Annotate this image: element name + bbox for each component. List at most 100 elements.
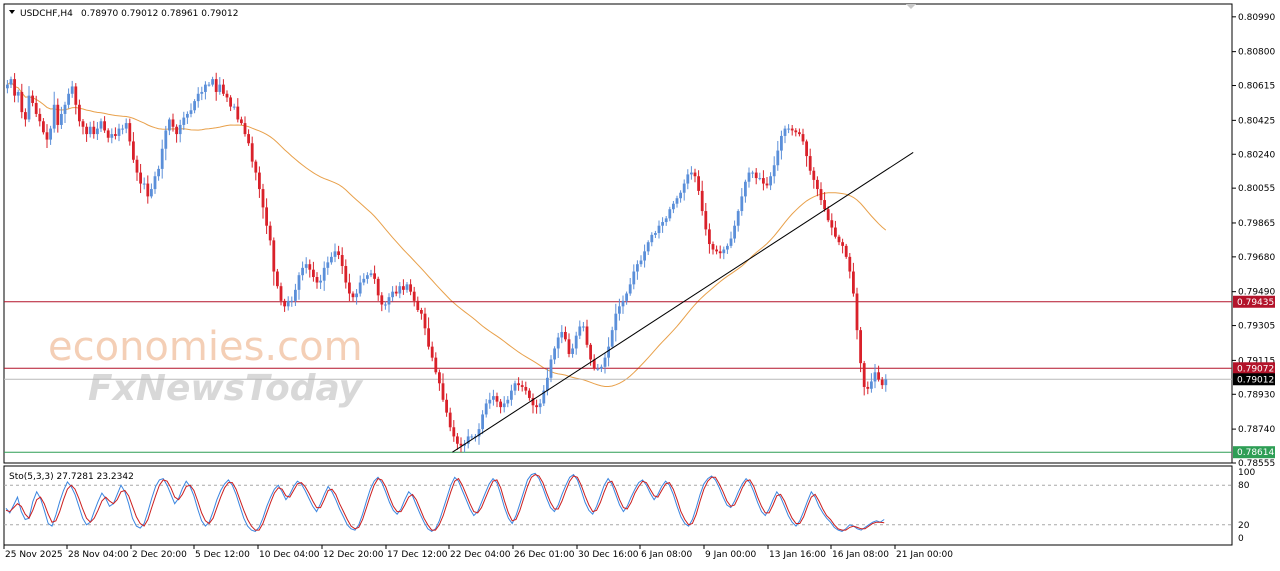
candle [427,328,430,347]
chart-shift-icon[interactable] [906,4,916,9]
candle [445,399,448,413]
candle [794,130,798,133]
candle [121,128,124,130]
candle [585,326,589,345]
candle [686,174,690,184]
candle [117,128,121,136]
candle [384,304,387,306]
candle [830,220,834,228]
candle [844,245,848,257]
candle [628,284,632,294]
candle [528,390,531,398]
candle [409,284,412,292]
price-panel[interactable] [3,3,1233,464]
candle [24,112,27,120]
candle [31,95,34,103]
candle [373,273,376,279]
ascending-trendline[interactable] [452,152,914,453]
candle [690,172,693,175]
y-tick-label: 0.80425 [1238,116,1275,126]
candle [92,126,96,135]
candle [852,271,855,294]
candle [358,282,362,294]
candle [772,165,776,177]
candle [762,178,765,184]
candle [715,249,718,252]
x-tick-label: 2 Dec 20:00 [132,550,187,560]
candle [661,222,664,226]
candle [880,379,884,386]
candle [672,203,675,210]
price-label-support: 0.78614 [1237,448,1274,458]
candle [657,225,661,234]
candle [610,330,614,347]
price-label-box-resistance [1233,362,1275,375]
symbol-menu-icon[interactable] [9,10,15,14]
x-tick-label: 10 Dec 04:00 [259,550,320,560]
y-tick-label: 0.78740 [1238,425,1275,435]
candle [434,357,438,373]
price-label-box-current [1233,373,1275,386]
y-tick-label: 0.78930 [1238,390,1275,400]
candle [70,86,74,94]
candle [416,300,420,310]
stoch-level-label: 0 [1238,534,1244,544]
candle [286,300,290,307]
candle [348,282,351,294]
candle [171,119,175,127]
fxnewstoday-watermark: FxNewsToday [88,368,364,409]
candle [344,266,348,283]
x-tick-label: 6 Jan 08:00 [641,550,693,560]
candle [351,293,355,298]
candle [664,218,668,223]
candle [823,200,826,210]
candle [826,209,830,221]
candle [56,104,60,125]
x-tick-label: 30 Dec 16:00 [578,550,639,560]
candle [625,293,628,301]
candle [243,123,247,135]
candle [52,104,56,129]
stochastic-panel[interactable] [3,465,1233,546]
candle [870,381,873,389]
candle [16,91,20,96]
candle [412,291,416,301]
candle [103,121,106,131]
candle [279,286,283,301]
candle [294,289,297,301]
candle [787,128,790,130]
candle [405,284,409,290]
candle [441,383,445,400]
candle [722,249,726,254]
candle [326,262,330,268]
candle [207,84,211,86]
candle [571,348,574,354]
candle [222,84,225,94]
candle [506,399,510,404]
candle [589,344,592,360]
candle [153,176,157,190]
candle [549,359,553,378]
x-tick-label: 16 Jan 08:00 [832,550,889,560]
candle [697,176,700,191]
candle [398,286,402,294]
candle [700,190,704,212]
y-tick-label: 0.79115 [1238,356,1275,366]
candle [776,150,780,166]
candle [488,399,492,404]
candle [189,110,193,114]
candle [355,293,358,298]
candle [564,331,567,340]
candle [682,183,686,193]
candle [578,326,582,336]
candle [618,306,621,314]
candle [34,102,38,114]
candle [726,245,729,250]
candle [855,293,859,331]
candle [9,79,13,85]
candle [322,267,326,281]
candle [679,192,682,199]
candle [186,113,189,118]
